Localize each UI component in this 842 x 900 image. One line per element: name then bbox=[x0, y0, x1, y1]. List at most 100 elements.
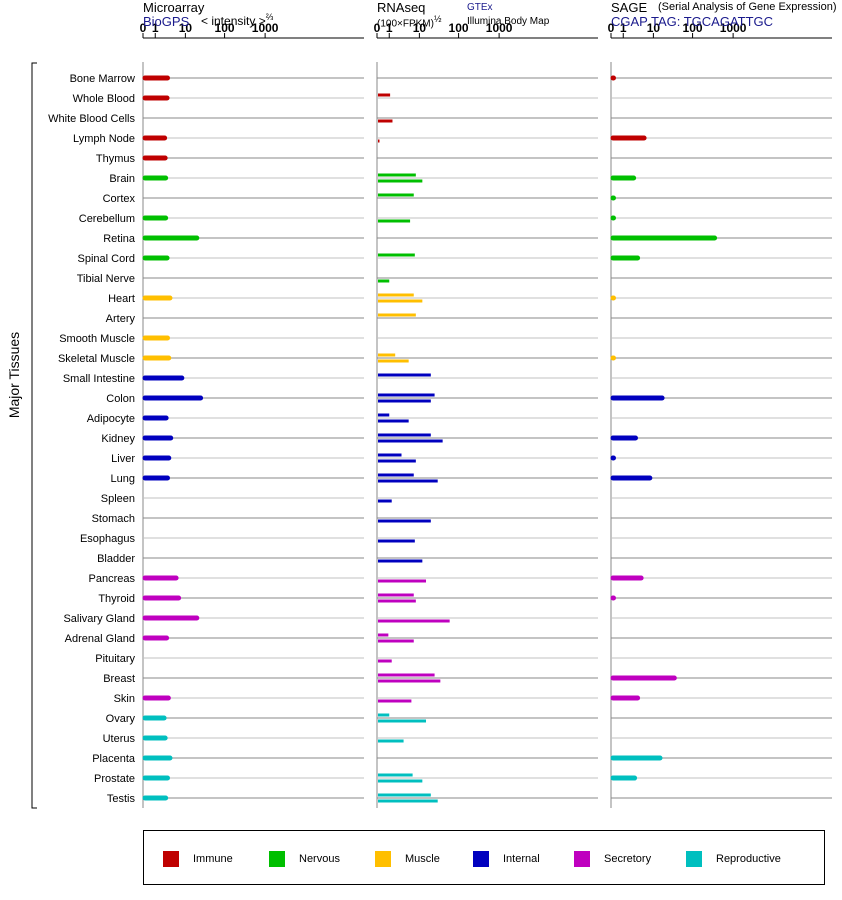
rnaseq-ibm-bar bbox=[378, 279, 390, 283]
rnaseq-gtex-bar bbox=[378, 673, 435, 677]
rnaseq-ibm-bar bbox=[378, 619, 450, 623]
tissue-label: Breast bbox=[103, 673, 135, 685]
legend-item-muscle: Muscle bbox=[375, 850, 440, 868]
rnaseq-gtex-bar bbox=[378, 353, 396, 357]
rnaseq-gtex-bar bbox=[378, 253, 415, 257]
rnaseq-title: RNAseq bbox=[377, 0, 426, 15]
tissue-label: Pituitary bbox=[95, 653, 135, 665]
x-tick-label-2-4: 1000 bbox=[720, 21, 747, 35]
rnaseq-gtex-bar bbox=[378, 393, 435, 397]
x-tick-label-0-4: 1000 bbox=[252, 21, 279, 35]
tissue-label: Salivary Gland bbox=[63, 613, 135, 625]
rnaseq-gtex-bar bbox=[378, 773, 413, 777]
major-tissues-bracket bbox=[31, 62, 37, 809]
rnaseq-ibm-bar bbox=[378, 679, 441, 683]
y-group-label: Major Tissues bbox=[6, 332, 22, 418]
rnaseq-ibm-bar bbox=[378, 699, 412, 703]
x-tick-label-0-0: 0 bbox=[140, 21, 147, 35]
legend-swatch-immune bbox=[163, 851, 179, 867]
rnaseq-gtex-bar bbox=[378, 293, 414, 297]
legend-label-reproductive: Reproductive bbox=[716, 853, 781, 865]
rnaseq-gtex-bar bbox=[378, 313, 416, 317]
rnaseq-ibm-bar bbox=[378, 119, 393, 123]
rnaseq-gtex-bar bbox=[378, 173, 416, 177]
legend-label-muscle: Muscle bbox=[405, 853, 440, 865]
rnaseq-metric: (100×FPKM)½ bbox=[377, 14, 441, 29]
microarray-metric-prefix: < intensity > bbox=[201, 14, 266, 28]
rnaseq-ibm-bar bbox=[378, 439, 443, 443]
rnaseq-gtex-bar bbox=[378, 633, 389, 637]
tissue-label: Kidney bbox=[101, 433, 135, 445]
rnaseq-source-gtex: GTEx bbox=[467, 2, 493, 13]
tissue-label: Colon bbox=[106, 393, 135, 405]
rnaseq-gtex-bar bbox=[378, 93, 391, 97]
legend-swatch-secretory bbox=[574, 851, 590, 867]
legend-swatch-reproductive bbox=[686, 851, 702, 867]
tissue-label: Uterus bbox=[103, 733, 136, 745]
x-tick-label-1-2: 10 bbox=[413, 21, 427, 35]
rnaseq-ibm-bar bbox=[378, 559, 423, 563]
microarray-metric: < intensity >⅔ bbox=[201, 12, 273, 28]
tissue-label: Thyroid bbox=[98, 593, 135, 605]
legend: Immune Nervous Muscle Internal Secretory… bbox=[143, 830, 825, 885]
rnaseq-ibm-bar bbox=[378, 179, 423, 183]
legend-swatch-internal bbox=[473, 851, 489, 867]
tissue-label: Bone Marrow bbox=[70, 73, 135, 85]
rnaseq-gtex-bar bbox=[378, 193, 414, 197]
legend-label-secretory: Secretory bbox=[604, 853, 652, 865]
legend-label-immune: Immune bbox=[193, 853, 233, 865]
rnaseq-ibm-bar bbox=[378, 479, 438, 483]
rnaseq-ibm-bar bbox=[378, 359, 409, 363]
rnaseq-ibm-bar bbox=[378, 599, 416, 603]
sage-subtitle: (Serial Analysis of Gene Expression) bbox=[658, 1, 837, 13]
legend-swatch-nervous bbox=[269, 851, 285, 867]
rnaseq-gtex-bar bbox=[378, 713, 390, 717]
tissue-label: Thymus bbox=[96, 153, 136, 165]
rnaseq-gtex-bar bbox=[378, 473, 414, 477]
legend-item-nervous: Nervous bbox=[269, 850, 340, 868]
rnaseq-metric-exp: ½ bbox=[433, 14, 442, 24]
rnaseq-ibm-bar bbox=[378, 419, 409, 423]
legend-label-nervous: Nervous bbox=[299, 853, 340, 865]
tissue-label: Bladder bbox=[97, 553, 135, 565]
tissue-label: Esophagus bbox=[80, 533, 136, 545]
microarray-metric-exp: ⅔ bbox=[265, 12, 274, 22]
legend-item-reproductive: Reproductive bbox=[686, 850, 781, 868]
tissue-label: Prostate bbox=[94, 773, 135, 785]
rnaseq-ibm-bar bbox=[378, 579, 427, 583]
tissue-label: Skin bbox=[114, 693, 135, 705]
tissue-label: Heart bbox=[108, 293, 135, 305]
x-tick-label-2-2: 10 bbox=[647, 21, 661, 35]
legend-swatch-muscle bbox=[375, 851, 391, 867]
rnaseq-gtex-bar bbox=[378, 453, 402, 457]
rnaseq-ibm-bar bbox=[378, 519, 431, 523]
rnaseq-ibm-bar bbox=[378, 459, 416, 463]
microarray-source: BioGPS bbox=[143, 14, 190, 29]
rnaseq-metric-text: (100×FPKM) bbox=[377, 18, 434, 30]
tissue-label: Ovary bbox=[106, 713, 136, 725]
sage-title: SAGE bbox=[611, 0, 648, 15]
rnaseq-ibm-bar bbox=[378, 219, 411, 223]
tissue-label: Retina bbox=[103, 233, 136, 245]
x-tick-label-1-1: 1 bbox=[386, 21, 393, 35]
rnaseq-ibm-bar bbox=[378, 799, 438, 803]
tissue-label: Spinal Cord bbox=[78, 253, 135, 265]
rnaseq-ibm-bar bbox=[378, 299, 423, 303]
tissue-label: Liver bbox=[111, 453, 135, 465]
rnaseq-gtex-bar bbox=[378, 413, 390, 417]
tissue-label: Adrenal Gland bbox=[65, 633, 135, 645]
legend-item-immune: Immune bbox=[163, 850, 233, 868]
tissue-label: Cerebellum bbox=[79, 213, 135, 225]
tissue-label: Lung bbox=[111, 473, 135, 485]
tissue-label: Testis bbox=[107, 793, 136, 805]
rnaseq-ibm-bar bbox=[378, 659, 392, 663]
tissue-label: Artery bbox=[106, 313, 136, 325]
tissue-label: Skeletal Muscle bbox=[58, 353, 135, 365]
tissue-label: Adipocyte bbox=[87, 413, 135, 425]
legend-label-internal: Internal bbox=[503, 853, 540, 865]
tissue-label: Pancreas bbox=[89, 573, 136, 585]
tissue-label: Smooth Muscle bbox=[59, 333, 135, 345]
rnaseq-gtex-bar bbox=[378, 593, 414, 597]
x-tick-label-0-1: 1 bbox=[152, 21, 159, 35]
